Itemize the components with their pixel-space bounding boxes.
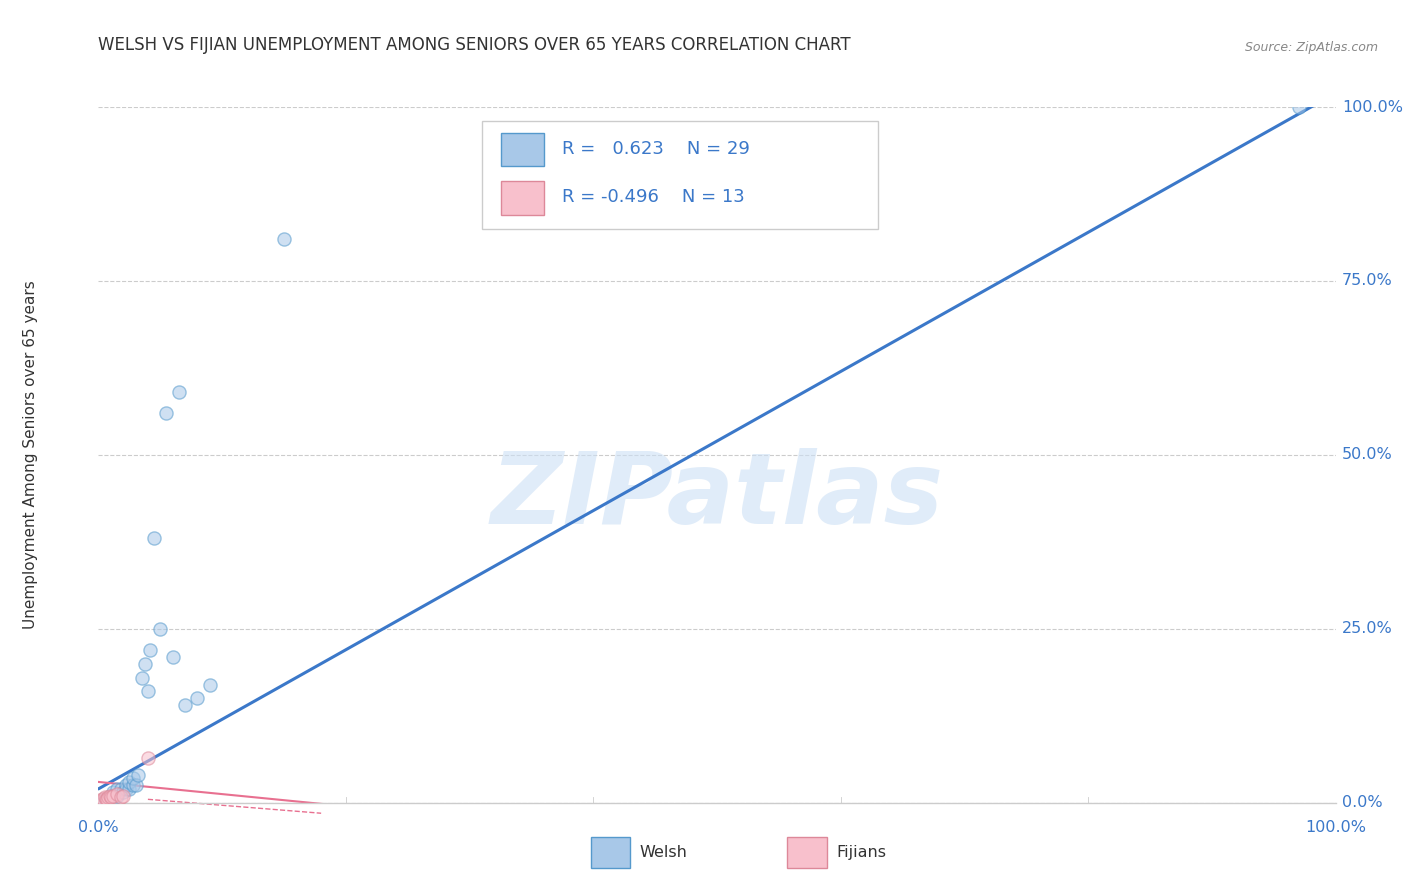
Point [118,775,141,789]
Point [103,789,125,803]
Text: 25.0%: 25.0% [1341,622,1392,636]
Point [100,789,122,803]
Text: R = -0.496    N = 13: R = -0.496 N = 13 [562,188,745,206]
Point [93,792,115,806]
Point [131,671,153,685]
Point [96,792,118,806]
Point [186,691,208,706]
Point [97,790,120,805]
Point [134,657,156,671]
Point [100,790,122,805]
Text: 50.0%: 50.0% [1341,448,1392,462]
Point [114,781,136,796]
Point [110,790,132,805]
Text: 100.0%: 100.0% [1341,100,1403,114]
Text: Welsh: Welsh [640,846,688,860]
Point [103,785,125,799]
Point [124,778,146,792]
Point [118,781,141,796]
Text: Source: ZipAtlas.com: Source: ZipAtlas.com [1244,40,1378,54]
Text: 0.0%: 0.0% [1341,796,1382,810]
Text: 100.0%: 100.0% [1305,821,1367,835]
Point [91,792,114,806]
Point [155,406,177,420]
Text: Fijians: Fijians [837,846,887,860]
Text: 0.0%: 0.0% [79,821,118,835]
Point [139,642,162,657]
Point [127,768,149,782]
Point [149,622,172,636]
Point [198,677,221,691]
Point [114,778,136,792]
Point [122,778,145,792]
Point [1288,100,1310,114]
FancyBboxPatch shape [501,181,544,215]
Point [93,792,115,806]
Point [98,789,121,803]
Point [136,750,159,764]
Point [136,684,159,698]
Text: WELSH VS FIJIAN UNEMPLOYMENT AMONG SENIORS OVER 65 YEARS CORRELATION CHART: WELSH VS FIJIAN UNEMPLOYMENT AMONG SENIO… [98,36,851,54]
Text: Unemployment Among Seniors over 65 years: Unemployment Among Seniors over 65 years [22,281,38,629]
FancyBboxPatch shape [482,121,877,229]
Point [94,791,117,805]
Point [105,781,128,796]
Point [162,649,184,664]
FancyBboxPatch shape [501,133,544,166]
Point [122,772,145,786]
Point [112,785,135,799]
Point [167,385,190,400]
Point [105,788,128,802]
Point [110,781,132,796]
Point [105,789,128,803]
Text: 75.0%: 75.0% [1341,274,1392,288]
Point [93,790,115,805]
Point [174,698,197,713]
Point [112,789,135,803]
Point [273,232,295,246]
Point [143,532,166,546]
Text: R =   0.623    N = 29: R = 0.623 N = 29 [562,140,751,158]
Text: ZIPatlas: ZIPatlas [491,448,943,545]
